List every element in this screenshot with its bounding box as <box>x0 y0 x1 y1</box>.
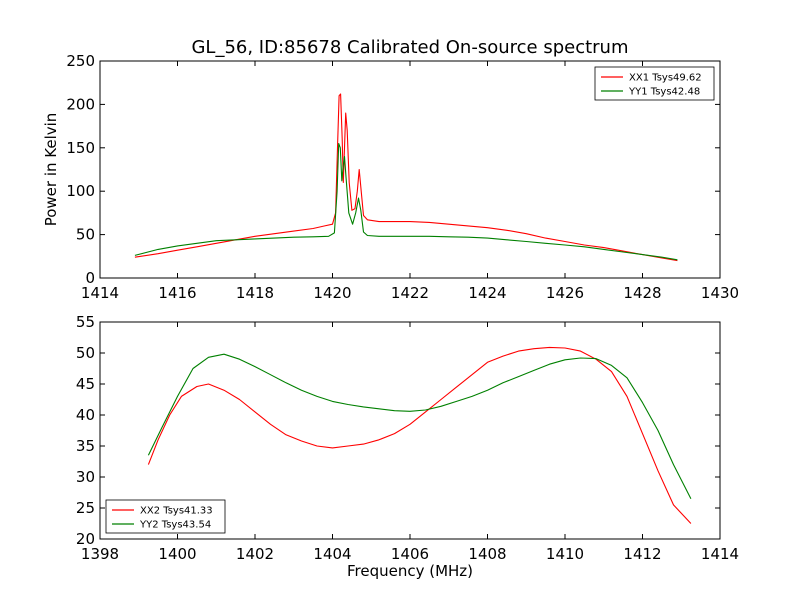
x-axis-label: Frequency (MHz) <box>347 562 473 580</box>
x-tick-label: 1422 <box>391 284 429 302</box>
y-tick-label: 45 <box>76 375 95 393</box>
bottom-subplot: 1398 1400 1402 1404 1406 1408 1410 1412 1414 20 25… <box>76 313 739 580</box>
y-tick-label: 25 <box>76 499 95 517</box>
x-tick-label: 1430 <box>701 284 739 302</box>
series-line-2 <box>134 142 678 261</box>
x-tick-label: 1404 <box>313 545 351 563</box>
legend: XX1 Tsys49.62 YY1 Tsys42.48 <box>594 66 715 101</box>
x-tick-label: 1418 <box>236 284 274 302</box>
x-tick-label: 1424 <box>468 284 506 302</box>
x-tick-label: 1398 <box>81 545 119 563</box>
series-line-1 <box>134 93 678 262</box>
y-tick-label: 40 <box>76 406 95 424</box>
legend-entry: YY1 Tsys42.48 <box>628 87 700 98</box>
x-tick-label: 1406 <box>391 545 429 563</box>
y-tick-label: 250 <box>66 52 95 70</box>
y-tick-label: 150 <box>66 139 95 157</box>
x-tick-label: 1402 <box>236 545 274 563</box>
y-tick-label: 35 <box>76 437 95 455</box>
y-tick-label: 55 <box>76 313 95 331</box>
x-tick-label: 1408 <box>468 545 506 563</box>
y-tick-label: 100 <box>66 182 95 200</box>
x-tick-label: 1426 <box>546 284 584 302</box>
x-tick-label: 1420 <box>313 284 351 302</box>
y-tick-label: 30 <box>76 468 95 486</box>
legend: XX2 Tsys41.33 YY2 Tsys43.54 <box>105 499 226 534</box>
y-tick-label: 50 <box>76 344 95 362</box>
chart-title: GL_56, ID:85678 Calibrated On-source spe… <box>191 37 628 58</box>
x-tick-label: 1410 <box>546 545 584 563</box>
x-tick-label: 1400 <box>158 545 196 563</box>
legend-box <box>594 66 715 101</box>
legend-box <box>105 499 226 534</box>
x-tick-label: 1414 <box>81 284 119 302</box>
top-subplot: 1414 1416 1418 1420 1422 1424 1426 1428 1430 0 50 1… <box>42 52 739 302</box>
x-tick-label: 1428 <box>623 284 661 302</box>
series-line-2 <box>147 353 692 499</box>
x-tick-label: 1414 <box>701 545 739 563</box>
y-tick-label: 50 <box>76 226 95 244</box>
legend-entry: XX1 Tsys49.62 <box>629 73 702 84</box>
legend-entry: XX2 Tsys41.33 <box>140 506 213 517</box>
legend-entry: YY2 Tsys43.54 <box>139 520 211 531</box>
y-tick-label: 20 <box>76 530 95 548</box>
y-tick-label: 0 <box>85 269 95 287</box>
y-axis-label: Power in Kelvin <box>42 113 60 227</box>
y-tick-label: 200 <box>66 95 95 113</box>
x-tick-label: 1416 <box>158 284 196 302</box>
x-tick-label: 1412 <box>623 545 661 563</box>
